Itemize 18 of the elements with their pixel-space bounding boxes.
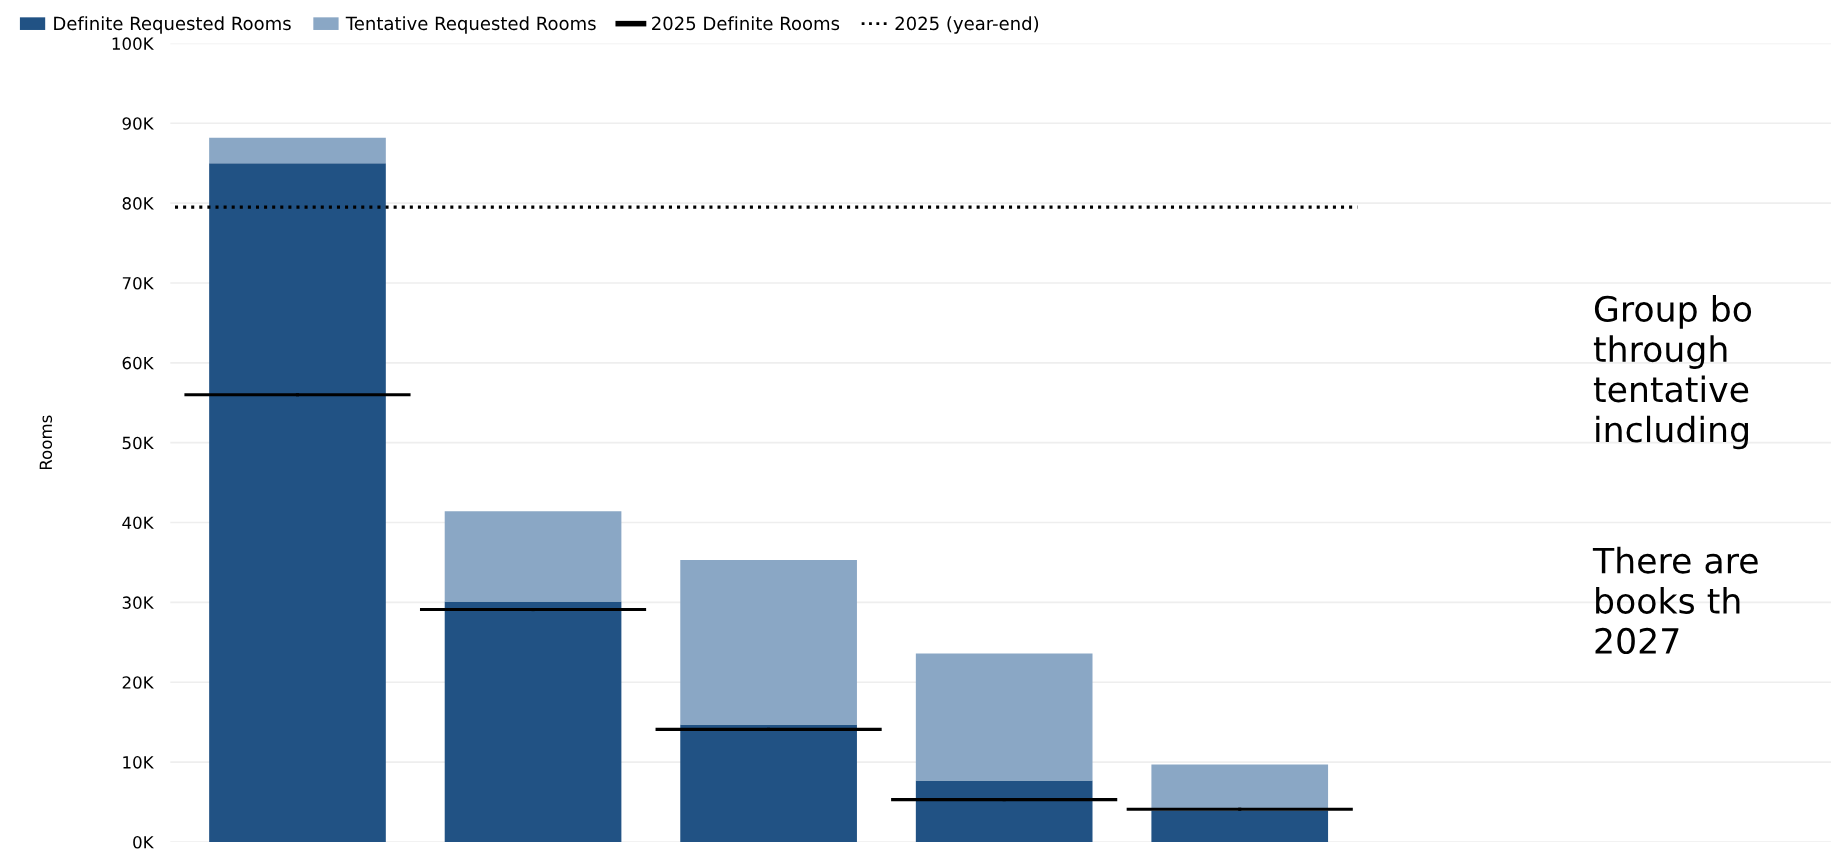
annotation: There are books th 2027 — [1592, 546, 1758, 655]
y-tick-label: 50K — [122, 436, 154, 450]
annotation: Group bo through tentative including — [1593, 295, 1752, 450]
y-tick-label: 30K — [122, 596, 154, 609]
y-axis-title: Rooms — [39, 415, 53, 470]
y-tick-label: 80K — [122, 197, 154, 210]
y-tick-label: 70K — [122, 276, 154, 290]
y-tick-label: 90K — [122, 117, 154, 130]
y-tick-label: 100K — [112, 37, 154, 50]
y-tick-label: 40K — [122, 516, 154, 530]
legend-label: 2025 (year-end) — [895, 16, 1039, 34]
legend-label: Definite Requested Rooms — [54, 16, 291, 34]
y-tick-label: 60K — [122, 356, 154, 370]
legend-label: 2025 Definite Rooms — [652, 16, 840, 31]
y-tick-label: 20K — [122, 676, 154, 689]
y-tick-label: 10K — [123, 756, 154, 769]
legend-label: Tentative Requested Rooms — [345, 16, 596, 34]
y-tick-label: 0K — [133, 835, 154, 849]
